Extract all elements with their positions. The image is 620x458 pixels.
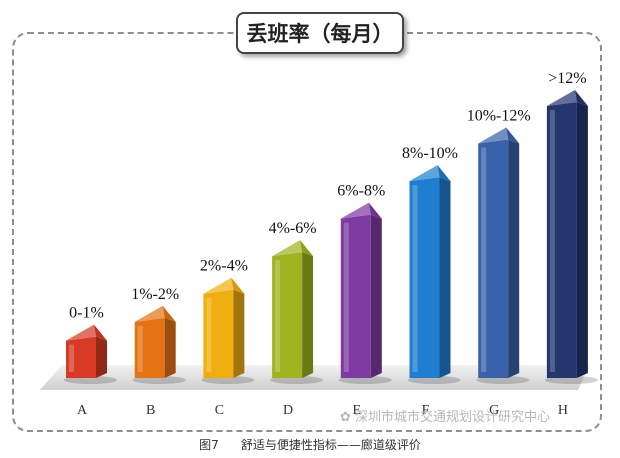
bar-tip-front: [134, 305, 165, 322]
bar-F: [407, 165, 461, 384]
bar-front: [272, 252, 303, 378]
bar-side: [164, 317, 176, 378]
bar-E: [338, 202, 392, 384]
bar-tip-side: [162, 305, 176, 322]
bar-front: [478, 139, 509, 378]
bar-tip-side: [574, 90, 588, 106]
bar-highlight: [412, 185, 418, 372]
bar-G: [476, 127, 530, 384]
bar-front: [546, 102, 577, 378]
bar-tip-front: [340, 202, 371, 219]
bar-side: [576, 102, 588, 378]
bar-highlight: [481, 147, 487, 372]
bar-front: [66, 336, 96, 378]
watermark-text: 深圳市城市交通规划设计研究中心: [355, 410, 551, 425]
bar-highlight: [206, 297, 212, 372]
bar-tip-side: [231, 277, 245, 294]
x-tick-label: F: [422, 403, 430, 418]
bar-tip-front: [203, 277, 234, 294]
data-label: 0-1%: [69, 305, 104, 322]
bar-tip-front: [66, 324, 96, 341]
bar-front: [409, 177, 440, 378]
bar-tip-side: [437, 165, 451, 182]
bar-highlight: [343, 222, 349, 372]
wechat-icon: ✿: [340, 410, 351, 425]
bar-side: [302, 252, 314, 378]
bar-H: [544, 90, 598, 384]
figure-caption-text: 舒适与便捷性指标——廊道级评价: [240, 438, 421, 452]
bar-front: [340, 214, 371, 378]
bar-tip-side: [368, 202, 382, 219]
bar-side: [96, 336, 107, 378]
figure-caption: 图7 舒适与便捷性指标——廊道级评价: [0, 436, 620, 453]
bar-highlight: [275, 260, 281, 372]
x-tick-label: E: [353, 403, 362, 418]
bar-front: [203, 289, 234, 378]
bar-C: [201, 277, 255, 384]
x-tick-label: D: [283, 403, 293, 418]
bar-highlight: [137, 325, 143, 372]
bar-D: [270, 240, 324, 384]
bar-tip-side: [300, 240, 314, 257]
data-label: 4%-6%: [269, 220, 317, 237]
data-label: >12%: [548, 70, 586, 87]
bar-side: [439, 177, 451, 378]
x-tick-label: B: [146, 403, 155, 418]
bar-side: [233, 289, 245, 378]
data-label: 8%-10%: [402, 145, 458, 162]
data-label: 6%-8%: [337, 183, 385, 200]
bar-tip-side: [94, 324, 107, 341]
data-label: 10%-12%: [467, 108, 531, 125]
bar-highlight: [69, 344, 74, 372]
x-tick-label: C: [215, 403, 224, 418]
figure-number: 图7: [199, 438, 219, 452]
bar-tip-front: [272, 240, 303, 257]
watermark: ✿ 深圳市城市交通规划设计研究中心: [340, 406, 550, 425]
bar-tip-front: [478, 127, 509, 144]
x-tick-label: A: [77, 403, 88, 418]
bar-B: [132, 305, 186, 384]
data-label: 2%-4%: [200, 258, 248, 275]
x-tick-label: G: [489, 403, 499, 418]
bar-side: [508, 139, 520, 378]
bar-front: [134, 317, 165, 378]
bar-tip-front: [409, 165, 440, 182]
x-tick-label: H: [558, 403, 568, 418]
bar-side: [370, 214, 382, 378]
bar-highlight: [549, 110, 555, 372]
data-label: 1%-2%: [131, 286, 179, 303]
chart-floor: [40, 365, 590, 390]
bar-tip-front: [546, 90, 577, 106]
chart-title: 丢班率（每月）: [236, 12, 404, 54]
bar-A: [64, 324, 117, 384]
bar-tip-side: [506, 127, 520, 144]
